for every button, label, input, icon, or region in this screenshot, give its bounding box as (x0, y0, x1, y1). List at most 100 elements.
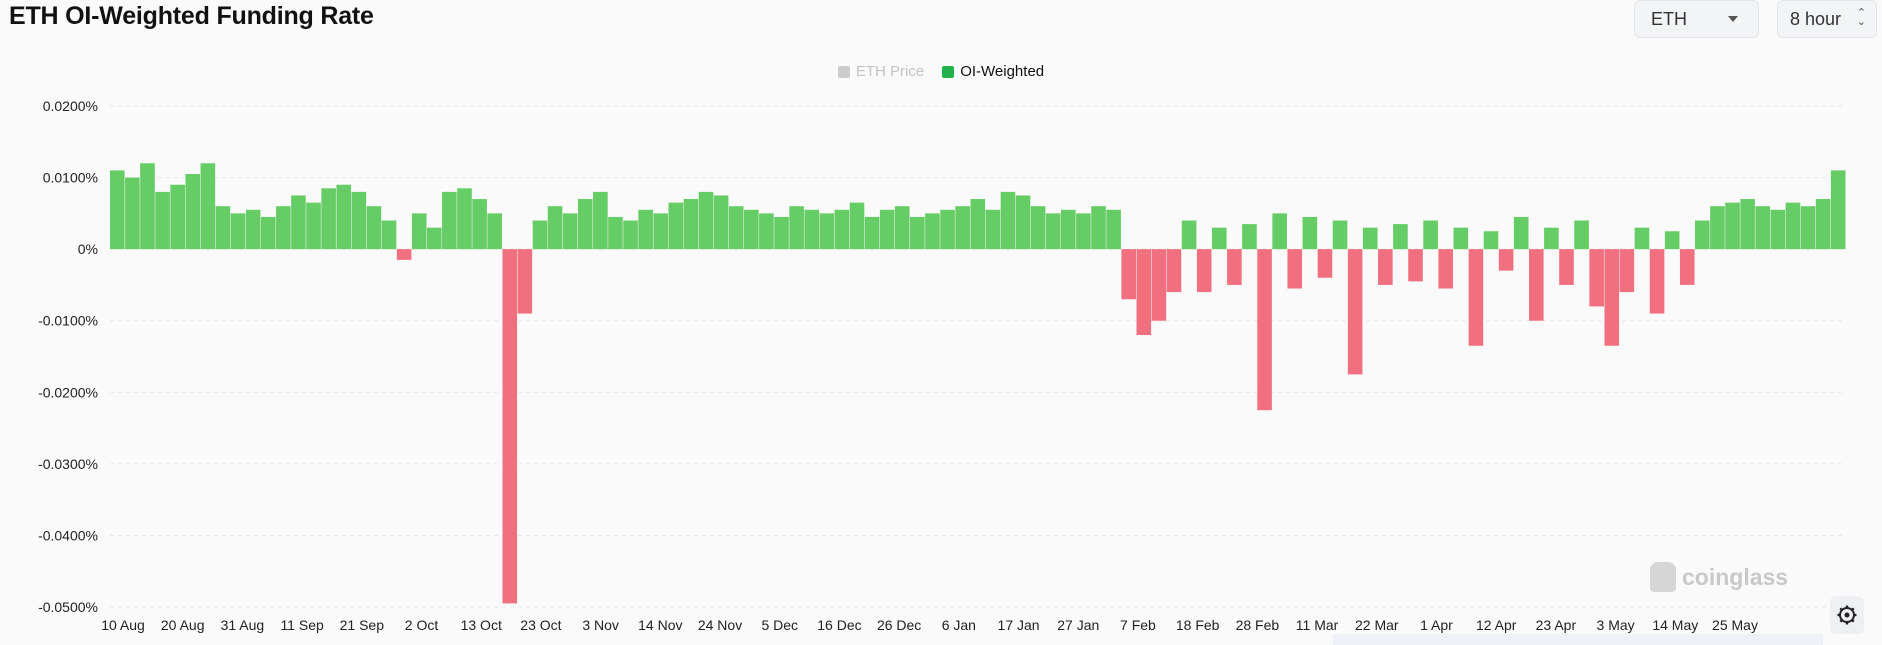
positive-rate-bar (940, 209, 955, 250)
y-tick-label: -0.0500% (38, 599, 98, 615)
x-tick-label: 20 Aug (161, 617, 205, 633)
sort-updown-icon: ⌃ ⌄ (1856, 7, 1866, 28)
positive-rate-bar (955, 206, 970, 250)
x-tick-label: 6 Jan (942, 617, 976, 633)
positive-rate-bar (1181, 220, 1197, 250)
negative-rate-bar (1408, 249, 1423, 282)
gear-icon (1837, 605, 1857, 625)
positive-rate-bar (1106, 209, 1121, 250)
positive-rate-bar (1000, 191, 1016, 250)
x-tick-label: 11 Mar (1296, 617, 1339, 633)
negative-rate-bar (1468, 249, 1484, 346)
positive-rate-bar (698, 191, 714, 250)
symbol-select-value: ETH (1651, 8, 1687, 29)
x-tick-label: 25 May (1712, 617, 1758, 633)
interval-select[interactable]: 8 hour ⌃ ⌄ (1777, 0, 1877, 38)
negative-rate-bar (1378, 249, 1393, 285)
positive-rate-bar (789, 206, 804, 250)
positive-rate-bar (653, 213, 669, 250)
negative-rate-bar (1151, 249, 1167, 321)
x-tick-label: 2 Oct (405, 617, 439, 633)
positive-rate-bar (487, 213, 502, 250)
positive-rate-bar (532, 220, 548, 250)
x-tick-label: 14 May (1652, 617, 1698, 633)
coinglass-watermark: coinglass (1650, 562, 1788, 592)
funding-rate-area (110, 163, 1846, 604)
positive-rate-bar (291, 195, 306, 250)
positive-rate-bar (1830, 170, 1846, 250)
negative-rate-bar (1619, 249, 1635, 293)
positive-rate-bar (774, 216, 789, 250)
negative-rate-bar (1498, 249, 1514, 271)
positive-rate-bar (472, 199, 487, 250)
positive-rate-bar (1045, 213, 1061, 250)
symbol-select[interactable]: ETH (1634, 0, 1759, 38)
positive-rate-bar (1785, 202, 1801, 250)
legend-item-eth-price[interactable]: ETH Price (837, 63, 924, 80)
page-title: ETH OI-Weighted Funding Rate (9, 2, 374, 30)
positive-rate-bar (1815, 199, 1831, 250)
negative-rate-bar (396, 249, 412, 260)
positive-rate-bar (638, 209, 653, 250)
chart-settings-button[interactable] (1830, 596, 1864, 634)
positive-rate-bar (1770, 209, 1786, 250)
positive-rate-bar (728, 206, 744, 250)
chart-legend: ETH Price OI-Weighted (0, 63, 1882, 80)
positive-rate-bar (170, 184, 185, 250)
positive-rate-bar (1423, 220, 1438, 250)
legend-label-oi-weighted: OI-Weighted (960, 63, 1045, 80)
positive-rate-bar (1061, 209, 1076, 250)
x-tick-label: 3 May (1597, 617, 1635, 633)
positive-rate-bar (411, 213, 427, 250)
positive-rate-bar (1664, 231, 1680, 250)
positive-rate-bar (1800, 206, 1816, 250)
y-tick-label: 0% (78, 241, 98, 257)
x-tick-label: 17 Jan (998, 617, 1040, 633)
negative-rate-bar (1136, 249, 1152, 336)
negative-rate-bar (1604, 249, 1620, 346)
negative-rate-bar (502, 249, 518, 604)
positive-rate-bar (1740, 199, 1755, 250)
positive-rate-bar (185, 173, 201, 250)
positive-rate-bar (713, 195, 729, 250)
legend-item-oi-weighted[interactable]: OI-Weighted (942, 63, 1044, 80)
x-tick-label: 16 Dec (817, 617, 861, 633)
positive-rate-bar (1725, 202, 1740, 250)
positive-rate-bar (276, 206, 291, 250)
x-tick-label: 27 Jan (1057, 617, 1099, 633)
positive-rate-bar (1076, 213, 1091, 250)
negative-rate-bar (1257, 249, 1272, 411)
positive-rate-bar (110, 170, 125, 250)
positive-rate-bar (1362, 227, 1378, 250)
x-tick-label: 21 Sep (340, 617, 385, 633)
positive-rate-bar (366, 206, 382, 250)
positive-rate-bar (125, 177, 140, 250)
x-tick-label: 31 Aug (221, 617, 265, 633)
positive-rate-bar (1030, 206, 1046, 250)
legend-swatch-oi-weighted (942, 65, 955, 78)
positive-rate-bar (427, 227, 442, 250)
positive-rate-bar (547, 206, 563, 250)
chart-scrollbar[interactable] (1333, 634, 1823, 645)
x-tick-label: 1 Apr (1420, 617, 1453, 633)
y-tick-label: 0.0100% (43, 170, 98, 186)
y-tick-label: -0.0300% (38, 456, 98, 472)
positive-rate-bar (562, 213, 578, 250)
negative-rate-bar (1166, 249, 1182, 293)
positive-rate-bar (457, 188, 472, 250)
x-axis-ticks: 10 Aug 20 Aug 31 Aug 11 Sep 21 Sep 2 Oct 13 Oc… (101, 617, 1758, 633)
negative-rate-bar (1196, 249, 1212, 293)
positive-rate-bar (1211, 227, 1227, 250)
interval-select-value: 8 hour (1790, 8, 1842, 29)
x-tick-label: 23 Apr (1536, 617, 1577, 633)
negative-rate-bar (1438, 249, 1454, 289)
positive-rate-bar (593, 191, 608, 250)
positive-rate-bar (1695, 220, 1710, 250)
x-tick-label: 18 Feb (1176, 617, 1220, 633)
positive-rate-bar (306, 202, 321, 250)
positive-rate-bar (321, 188, 336, 250)
positive-rate-bar (985, 209, 1001, 250)
negative-rate-bar (1649, 249, 1665, 314)
x-tick-label: 23 Oct (520, 617, 561, 633)
